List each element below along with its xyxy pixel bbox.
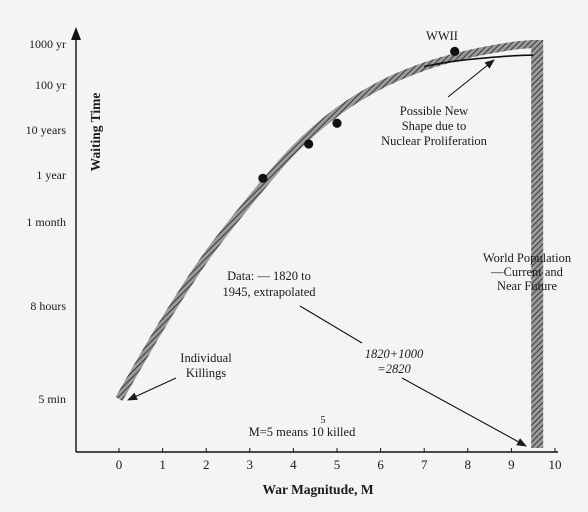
x-tick-label-10: 10 [549,457,562,472]
x-tick-label-9: 9 [508,457,515,472]
individual-killings-label-line1: Individual [180,351,232,365]
x-tick-label-3: 3 [247,457,254,472]
wwii-label: WWII [426,29,458,43]
nuclear-label-line3: Nuclear Proliferation [381,134,488,148]
future-year-label-line1: 1820+1000 [365,347,424,361]
future-year-pointer [401,377,527,447]
y-tick-label-5: 10 years [26,123,67,137]
population-label-line3: Near Future [497,279,557,293]
nuclear-pointer [447,59,495,98]
y-tick-label-1: 5 min [38,392,66,406]
data-range-label-line1: Data: — 1820 to [227,269,311,283]
x-tick-label-4: 4 [290,457,297,472]
y-axis-arrow [71,27,81,40]
y-tick-label-4: 1 year [36,168,66,182]
y-tick-label-3: 1 month [26,215,66,229]
data-point-4 [450,46,460,56]
y-tick-label-7: 1000 yr [29,37,66,51]
data-point-1 [258,173,268,183]
data-point-3 [332,118,342,128]
nuclear-label-line1: Possible New [400,104,468,118]
x-tick-label-6: 6 [377,457,384,472]
magnitude-note-exponent: 5 [321,415,326,426]
y-tick-label-6: 100 yr [35,78,66,92]
population-label-line1: World Population [483,251,572,265]
x-tick-label-7: 7 [421,457,428,472]
data-range-label-line2: 1945, extrapolated [222,285,316,299]
x-tick-label-1: 1 [159,457,166,472]
data-range-pointer [299,305,363,344]
world-population-band [531,40,544,448]
nuclear-label-line2: Shape due to [402,119,467,133]
y-tick-label-2: 8 hours [30,299,66,313]
magnitude-note: M=5 means 10 killed [249,425,356,439]
population-label-line2: —Current and [490,265,564,279]
individual-killings-pointer [127,377,177,401]
x-tick-label-8: 8 [465,457,472,472]
y-axis-title: Waiting Time [88,93,103,172]
x-tick-label-5: 5 [334,457,341,472]
individual-killings-label-line2: Killings [186,366,226,380]
x-tick-label-0: 0 [116,457,123,472]
future-year-label-line2: =2820 [377,362,411,376]
x-axis-title: War Magnitude, M [262,482,373,497]
data-point-2 [304,139,314,149]
nuclear-proliferation-line [424,54,534,68]
plot-background [8,8,580,504]
waiting-time-band [115,40,534,402]
x-tick-label-2: 2 [203,457,210,472]
